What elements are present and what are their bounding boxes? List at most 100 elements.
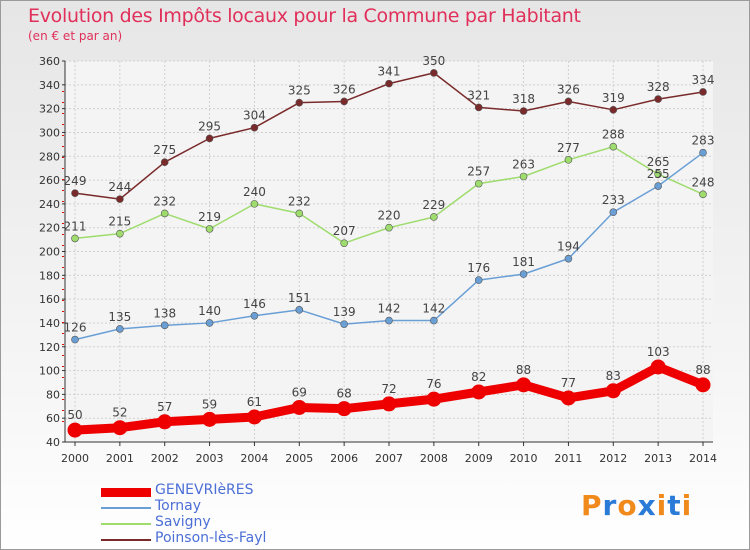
data-point xyxy=(519,107,528,115)
y-tick-label: 100 xyxy=(39,365,60,378)
data-label: 326 xyxy=(557,82,580,96)
y-tick-label: 160 xyxy=(39,293,60,306)
x-tick-label: 2013 xyxy=(644,452,672,465)
data-point xyxy=(609,208,618,217)
data-label: 88 xyxy=(695,363,710,377)
data-point xyxy=(71,189,79,197)
data-point xyxy=(291,399,307,415)
data-point xyxy=(426,391,442,407)
data-point xyxy=(516,377,532,393)
data-point xyxy=(336,401,352,417)
data-point xyxy=(430,69,438,77)
data-point xyxy=(160,158,169,167)
logo-letter: i xyxy=(656,489,668,522)
data-point xyxy=(340,239,348,247)
data-label: 176 xyxy=(467,261,490,275)
data-point xyxy=(116,325,124,333)
data-label: 211 xyxy=(64,219,87,233)
data-point xyxy=(519,172,528,181)
data-label: 283 xyxy=(692,134,715,148)
data-point xyxy=(116,195,124,203)
x-tick-label: 2000 xyxy=(61,452,89,465)
y-tick-label: 240 xyxy=(39,198,60,211)
legend-label: GENEVRIèRES xyxy=(155,482,254,498)
data-point xyxy=(71,234,79,243)
data-label: 220 xyxy=(378,209,401,223)
data-label: 57 xyxy=(157,400,172,414)
data-point xyxy=(295,306,304,314)
data-label: 255 xyxy=(647,167,670,181)
logo-letter: i xyxy=(681,489,693,522)
data-point xyxy=(564,97,573,106)
data-point xyxy=(295,209,304,218)
data-point xyxy=(250,123,259,132)
data-point xyxy=(160,321,169,330)
data-label: 325 xyxy=(288,84,311,98)
x-tick-label: 2006 xyxy=(330,452,358,465)
data-point xyxy=(654,170,662,178)
data-point xyxy=(560,390,576,406)
data-label: 219 xyxy=(198,210,221,224)
data-point xyxy=(157,414,173,430)
y-tick-label: 340 xyxy=(39,79,60,92)
data-point xyxy=(609,106,618,114)
data-point xyxy=(295,98,304,107)
data-label: 326 xyxy=(333,82,356,96)
legend-swatch xyxy=(101,523,151,525)
y-tick-label: 120 xyxy=(39,341,60,354)
data-label: 61 xyxy=(247,395,262,409)
data-label: 319 xyxy=(602,91,625,105)
data-point xyxy=(654,95,662,103)
data-label: 233 xyxy=(602,193,625,207)
x-tick-label: 2008 xyxy=(420,452,448,465)
y-tick-label: 360 xyxy=(39,55,60,68)
data-point xyxy=(564,254,573,263)
data-label: 248 xyxy=(692,175,715,189)
data-label: 244 xyxy=(108,180,131,194)
legend-item: Savigny xyxy=(101,514,341,532)
data-label: 240 xyxy=(243,185,266,199)
data-label: 232 xyxy=(153,194,176,208)
x-tick-label: 2014 xyxy=(689,452,717,465)
data-point xyxy=(250,311,259,320)
legend-item: Tornay xyxy=(101,498,341,516)
x-tick-label: 2001 xyxy=(106,452,134,465)
data-point xyxy=(699,88,707,96)
data-point xyxy=(71,335,79,344)
data-point xyxy=(385,79,393,88)
data-point xyxy=(430,213,438,221)
legend: GENEVRIèRES Tornay Savigny Poinson-lès-Fayl xyxy=(101,482,341,548)
data-point xyxy=(605,383,621,399)
data-label: 328 xyxy=(647,80,670,94)
data-point xyxy=(650,359,666,375)
legend-swatch xyxy=(101,539,151,541)
data-point xyxy=(699,148,707,157)
data-label: 232 xyxy=(288,194,311,208)
data-label: 341 xyxy=(378,65,401,79)
data-label: 249 xyxy=(64,174,87,188)
y-tick-label: 180 xyxy=(39,269,60,282)
y-tick-label: 60 xyxy=(46,412,60,425)
x-tick-label: 2007 xyxy=(375,452,403,465)
data-point xyxy=(699,190,707,199)
x-tick-label: 2004 xyxy=(240,452,268,465)
data-point xyxy=(519,270,528,278)
data-label: 334 xyxy=(692,73,715,87)
data-label: 82 xyxy=(471,370,486,384)
data-point xyxy=(67,422,83,438)
data-label: 207 xyxy=(333,224,356,238)
data-label: 275 xyxy=(153,143,176,157)
data-label: 77 xyxy=(561,376,576,390)
logo-letter: t xyxy=(667,489,682,522)
x-tick-label: 2009 xyxy=(465,452,493,465)
data-point xyxy=(112,420,128,436)
data-label: 126 xyxy=(64,321,87,335)
data-label: 146 xyxy=(243,297,266,311)
data-point xyxy=(609,142,618,151)
data-label: 59 xyxy=(202,397,217,411)
chart-subtitle: (en € et par an) xyxy=(28,29,123,43)
legend-item: GENEVRIèRES xyxy=(101,482,341,500)
y-tick-label: 40 xyxy=(46,436,60,449)
